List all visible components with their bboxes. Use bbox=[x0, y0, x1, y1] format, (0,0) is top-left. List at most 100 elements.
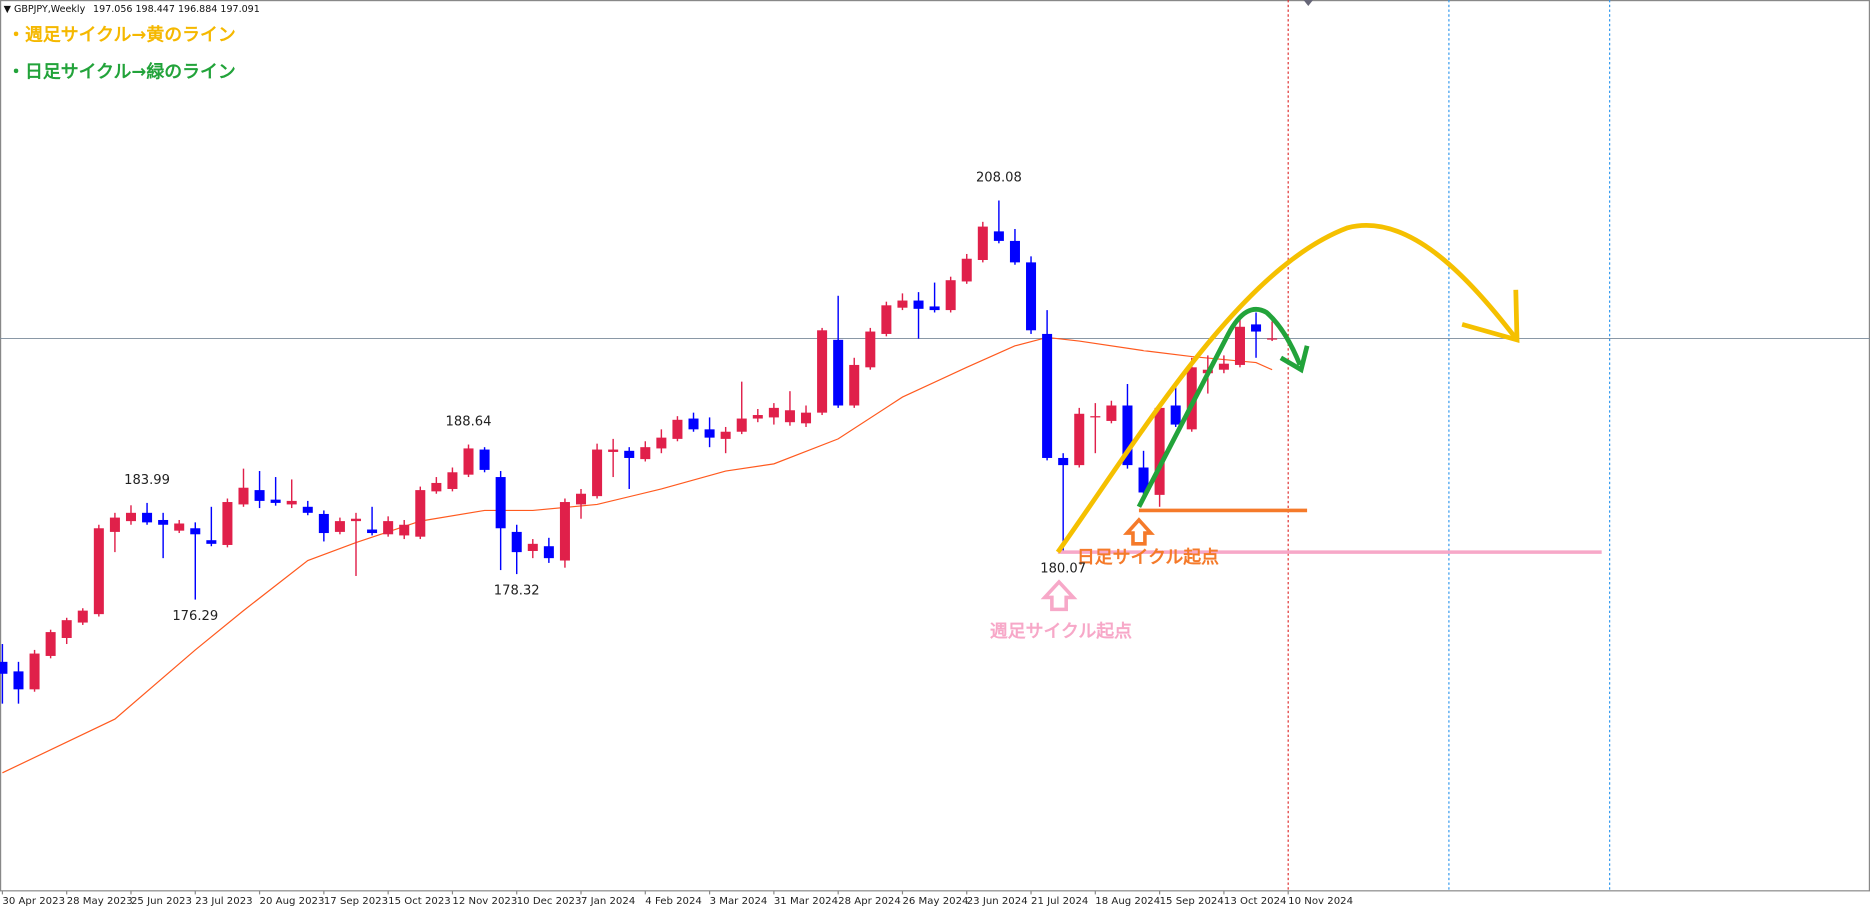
candle-body bbox=[1042, 333, 1053, 458]
candle-body bbox=[77, 610, 88, 623]
price-labels: 208.08 188.64 183.99 176.29 178.32 180.0… bbox=[124, 170, 1086, 623]
x-tick-label: 12 Nov 2023 bbox=[452, 896, 517, 907]
daily-origin-arrow bbox=[1122, 517, 1155, 546]
candle-body bbox=[399, 524, 410, 536]
candle-body bbox=[447, 472, 458, 489]
candle-body bbox=[961, 258, 972, 282]
candle-body bbox=[592, 449, 603, 497]
x-tick-label: 17 Sep 2023 bbox=[324, 896, 388, 907]
candle-body bbox=[302, 506, 313, 513]
low-label: 176.29 bbox=[172, 609, 218, 624]
low-label: 178.32 bbox=[494, 583, 540, 598]
candle-body bbox=[93, 528, 104, 615]
candle-body bbox=[45, 632, 56, 656]
candle-body bbox=[1251, 324, 1262, 332]
x-tick-label: 10 Nov 2024 bbox=[1288, 896, 1353, 907]
candle-body bbox=[559, 502, 570, 561]
candle-body bbox=[720, 431, 731, 439]
candle-body bbox=[334, 521, 345, 532]
candle-body bbox=[993, 231, 1004, 241]
candle-body bbox=[527, 543, 538, 551]
candle-body bbox=[13, 671, 24, 690]
candle-body bbox=[1170, 405, 1181, 425]
candle-body bbox=[865, 331, 876, 368]
candle-body bbox=[656, 437, 667, 449]
x-tick-label: 13 Oct 2024 bbox=[1224, 896, 1287, 907]
moving-average bbox=[2, 336, 1273, 774]
weekly-cycle-curve bbox=[1055, 223, 1519, 554]
candle-body bbox=[29, 653, 40, 690]
daily-cycle-curve bbox=[1136, 306, 1303, 508]
x-tick-label: 28 May 2023 bbox=[67, 896, 133, 907]
candle-body bbox=[479, 449, 490, 470]
marker bbox=[1303, 0, 1314, 6]
legend-note: ・日足サイクル→緑のライン bbox=[7, 61, 236, 83]
high-label: 208.08 bbox=[976, 170, 1022, 185]
candle-body bbox=[833, 339, 844, 406]
candle-body bbox=[672, 419, 683, 439]
x-tick-label: 26 May 2024 bbox=[902, 896, 968, 907]
candle-body bbox=[415, 490, 426, 537]
candle-body bbox=[286, 500, 297, 505]
candle-body bbox=[142, 512, 153, 523]
candle-body bbox=[0, 661, 8, 674]
candle-body bbox=[1106, 405, 1117, 421]
close-value: 197.091 bbox=[220, 4, 259, 15]
daily-cycle-arrowhead bbox=[1279, 345, 1310, 374]
candle-body bbox=[897, 300, 908, 308]
x-tick-label: 7 Jan 2024 bbox=[581, 896, 635, 907]
daily-origin-label: 日足サイクル起点 bbox=[1077, 546, 1219, 568]
header: ▼ GBPJPY,Weekly 197.056 198.447 196.884 … bbox=[4, 4, 260, 15]
low-label: 180.07 bbox=[1040, 561, 1086, 576]
x-tick-label: 23 Jun 2024 bbox=[967, 896, 1028, 907]
legend-note: ・週足サイクル→黄のライン bbox=[7, 24, 236, 46]
candle-body bbox=[1138, 467, 1149, 493]
candle-body bbox=[174, 523, 185, 531]
candle-body bbox=[206, 540, 217, 544]
weekly-cycle-arrowhead bbox=[1461, 289, 1520, 344]
candle-body bbox=[1026, 262, 1037, 331]
marks-layer bbox=[0, 200, 1278, 774]
annotations: 日足サイクル起点 週足サイクル起点 ・週足サイクル→黄のライン ・日足サイクル→… bbox=[4, 0, 1602, 642]
candle-body bbox=[801, 412, 812, 424]
candle-body bbox=[1234, 326, 1245, 365]
candle-body bbox=[1009, 240, 1020, 263]
candle-body bbox=[109, 517, 120, 532]
candle-body bbox=[383, 521, 394, 535]
candle-body bbox=[1122, 405, 1133, 466]
x-tick-label: 25 Jun 2023 bbox=[131, 896, 192, 907]
candle-body bbox=[849, 364, 860, 406]
candle-body bbox=[929, 306, 940, 311]
candle-body bbox=[736, 418, 747, 432]
candle-body bbox=[1267, 338, 1278, 340]
candle-body bbox=[1218, 363, 1229, 370]
candle-body bbox=[1154, 407, 1165, 495]
high-value: 198.447 bbox=[135, 4, 174, 15]
x-tick-label: 3 Mar 2024 bbox=[710, 896, 768, 907]
symbol: GBPJPY,Weekly bbox=[14, 4, 86, 15]
candle-body bbox=[576, 493, 587, 505]
candle-body bbox=[222, 502, 233, 545]
candle-body bbox=[752, 415, 763, 419]
open-value: 197.056 bbox=[93, 4, 132, 15]
x-tick-label: 15 Oct 2023 bbox=[388, 896, 451, 907]
x-tick-label: 28 Apr 2024 bbox=[838, 896, 901, 907]
x-tick-label: 31 Mar 2024 bbox=[774, 896, 838, 907]
candle-body bbox=[704, 429, 715, 438]
x-tick-label: 30 Apr 2023 bbox=[2, 896, 65, 907]
candle-body bbox=[768, 407, 779, 418]
candle-body bbox=[318, 513, 329, 534]
candle-body bbox=[1074, 413, 1085, 466]
high-label: 188.64 bbox=[446, 414, 492, 429]
candle-body bbox=[1090, 416, 1101, 418]
candle-body bbox=[1058, 457, 1069, 466]
x-tick-label: 21 Jul 2024 bbox=[1031, 896, 1088, 907]
candle-body bbox=[608, 449, 619, 452]
candle-body bbox=[254, 490, 265, 501]
candle-body bbox=[817, 330, 828, 413]
x-tick-label: 20 Aug 2023 bbox=[260, 896, 325, 907]
candle-body bbox=[624, 450, 635, 458]
